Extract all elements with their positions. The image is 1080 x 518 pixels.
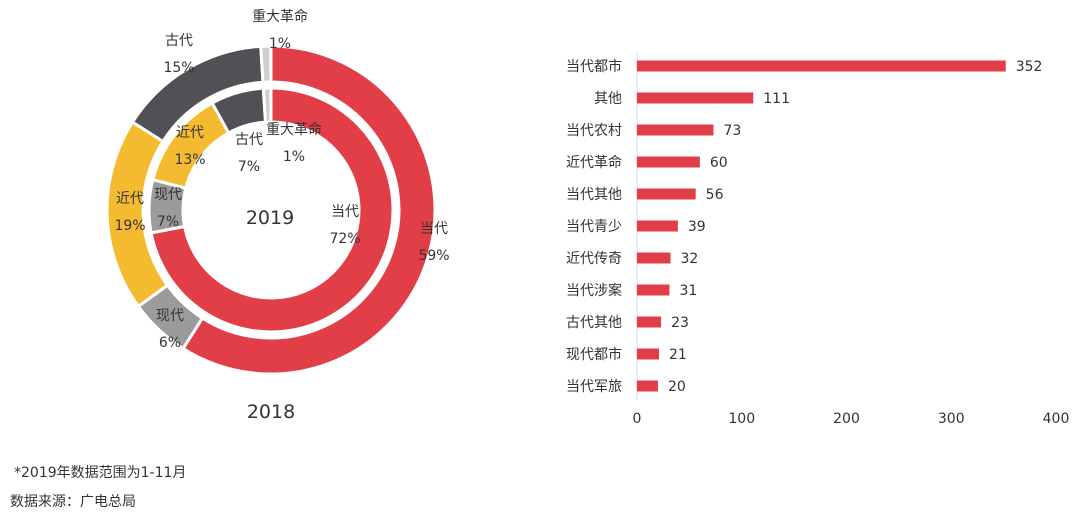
bar-0: [637, 60, 1006, 72]
y-tick-label-7: 当代涉案: [566, 282, 622, 299]
x-tick-label-1: 100: [728, 411, 755, 427]
inner-slice-label-2: 近代: [176, 125, 204, 141]
inner-slice-label-1: 现代: [154, 187, 182, 203]
outer-slice-pct-1: 6%: [159, 335, 181, 351]
outer-slice-pct-2: 19%: [114, 218, 145, 234]
bar-4: [637, 188, 696, 200]
inner-slice-pct-1: 7%: [157, 214, 179, 230]
outer-slice-0: [181, 44, 437, 376]
inner-slice-0: [149, 86, 395, 334]
bar-6: [637, 252, 671, 264]
bottom-label: 2018: [247, 401, 295, 423]
value-label-4: 56: [706, 187, 724, 203]
outer-slice-label-3: 古代: [165, 33, 193, 49]
donut-chart: 当代 72% 现代 7% 近代 13% 古代 7% 重大革命 1% 当代 59% 现代 6% 近代 19% 古代…: [105, 8, 450, 423]
y-tick-label-5: 当代青少: [566, 219, 622, 235]
center-label: 2019: [246, 207, 294, 229]
bar-2: [637, 124, 714, 136]
value-label-8: 23: [671, 315, 689, 331]
inner-slice-pct-0: 72%: [329, 231, 360, 247]
value-label-7: 31: [679, 283, 697, 299]
value-label-0: 352: [1016, 59, 1043, 75]
y-tick-label-8: 古代其他: [566, 315, 622, 331]
inner-slice-pct-3: 7%: [238, 159, 260, 175]
bar-9: [637, 348, 659, 360]
inner-slice-label-0: 当代: [331, 204, 359, 220]
y-tick-label-10: 当代军旅: [566, 379, 622, 395]
y-tick-label-9: 现代都市: [566, 346, 622, 363]
footnote: *2019年数据范围为1-11月: [14, 465, 187, 481]
outer-slice-pct-4: 1%: [269, 36, 291, 52]
y-tick-label-0: 当代都市: [566, 58, 622, 75]
inner-slice-label-3: 古代: [235, 132, 263, 148]
outer-slice-label-4: 重大革命: [252, 8, 308, 25]
outer-slice-label-1: 现代: [156, 308, 184, 324]
value-label-3: 60: [710, 155, 728, 171]
inner-slice-pct-2: 13%: [174, 152, 205, 168]
value-label-5: 39: [688, 219, 706, 235]
y-tick-label-1: 其他: [594, 91, 622, 107]
value-label-9: 21: [669, 347, 687, 363]
value-label-2: 73: [723, 123, 741, 139]
x-tick-label-2: 200: [833, 411, 860, 427]
bar-1: [637, 92, 754, 104]
inner-slice-label-4: 重大革命: [266, 121, 322, 138]
value-label-1: 111: [763, 91, 790, 107]
bar-3: [637, 156, 700, 168]
value-label-6: 32: [681, 251, 699, 267]
value-label-10: 20: [668, 379, 686, 395]
y-tick-label-6: 近代传奇: [566, 250, 622, 267]
inner-slice-4: [261, 86, 273, 124]
outer-slice-label-0: 当代: [420, 221, 448, 237]
x-tick-label-0: 0: [633, 411, 642, 427]
inner-slice-pct-4: 1%: [283, 149, 305, 165]
bar-8: [637, 316, 662, 328]
y-tick-label-4: 当代其他: [566, 187, 622, 203]
bar-7: [637, 284, 670, 296]
source-note: 数据来源：广电总局: [10, 494, 136, 510]
y-tick-label-3: 近代革命: [566, 154, 622, 171]
x-tick-label-3: 300: [938, 411, 965, 427]
x-tick-label-4: 400: [1043, 411, 1070, 427]
bar-chart: 当代都市 352 其他 111 当代农村 73 近代革命 60 当代其他 56 当代青少 39 近代传奇…: [566, 52, 1070, 427]
outer-slice-label-2: 近代: [116, 191, 144, 207]
bar-5: [637, 220, 678, 232]
outer-slice-pct-0: 59%: [418, 248, 449, 264]
y-tick-label-2: 当代农村: [566, 123, 622, 139]
outer-slice-pct-3: 15%: [163, 60, 194, 76]
bar-10: [637, 380, 658, 392]
outer-slice-4: [259, 44, 273, 84]
